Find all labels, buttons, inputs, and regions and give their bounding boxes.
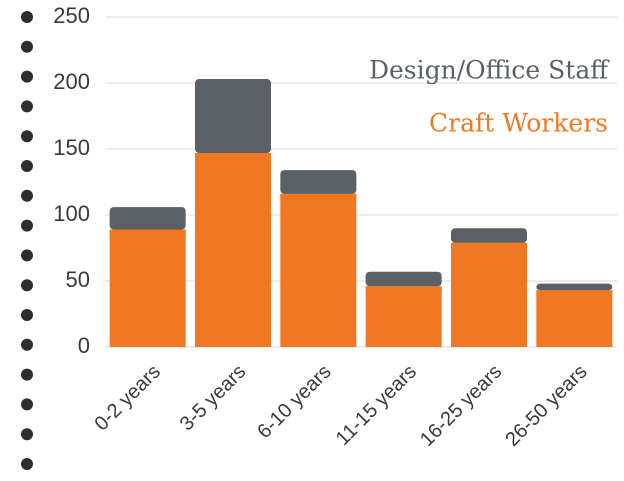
x-tick-label: 26-50 years bbox=[501, 361, 591, 451]
bar-segment bbox=[109, 229, 186, 347]
decor-dot bbox=[21, 279, 33, 292]
decor-dot bbox=[21, 249, 33, 262]
legend-label: Craft Workers bbox=[429, 109, 608, 138]
bar-segment bbox=[195, 79, 271, 153]
decor-dot bbox=[21, 100, 33, 113]
decor-dot bbox=[21, 189, 33, 202]
bar-segment bbox=[195, 152, 271, 347]
bar-segment-fill bbox=[365, 286, 442, 292]
x-tick-label: 0-2 years bbox=[90, 361, 165, 436]
x-tick-label: 3-5 years bbox=[176, 361, 251, 436]
decor-dot bbox=[21, 338, 33, 351]
bar-segment-fill bbox=[451, 242, 527, 248]
decor-dot bbox=[21, 11, 33, 23]
decor-dot bbox=[21, 428, 33, 441]
y-tick-label: 250 bbox=[53, 3, 90, 28]
x-tick-label: 16-25 years bbox=[416, 361, 506, 451]
y-tick-label: 150 bbox=[53, 135, 90, 160]
x-tick-label: 6-10 years bbox=[253, 361, 335, 443]
bar-segment-fill bbox=[280, 193, 357, 199]
decor-dot bbox=[21, 398, 33, 411]
bar-segment bbox=[280, 170, 357, 194]
decor-dot bbox=[21, 368, 33, 381]
y-tick-label: 200 bbox=[53, 69, 90, 94]
bar-segment bbox=[365, 271, 442, 287]
decor-dot bbox=[21, 458, 33, 470]
bar-segment bbox=[451, 242, 527, 347]
bar-segment bbox=[451, 228, 527, 243]
bar-segment bbox=[109, 207, 186, 230]
y-tick-label: 50 bbox=[66, 267, 90, 292]
y-tick-label: 0 bbox=[78, 333, 90, 358]
decor-dot bbox=[21, 70, 33, 83]
legend-label: Design/Office Staff bbox=[369, 56, 610, 85]
decor-dot bbox=[21, 40, 33, 53]
bar-segment bbox=[536, 290, 613, 347]
decor-dot bbox=[21, 130, 33, 143]
bar-segment-fill bbox=[195, 152, 271, 158]
bar-segment-fill bbox=[109, 229, 186, 235]
x-tick-label: 11-15 years bbox=[332, 361, 421, 450]
bar-segment-fill bbox=[536, 290, 613, 296]
decor-dot bbox=[21, 219, 33, 232]
bar-segment bbox=[280, 193, 357, 347]
decor-dot bbox=[21, 160, 33, 172]
decor-dot bbox=[21, 309, 33, 321]
bar-segment bbox=[365, 286, 442, 347]
bar-segment bbox=[536, 283, 613, 291]
y-tick-label: 100 bbox=[53, 201, 90, 226]
